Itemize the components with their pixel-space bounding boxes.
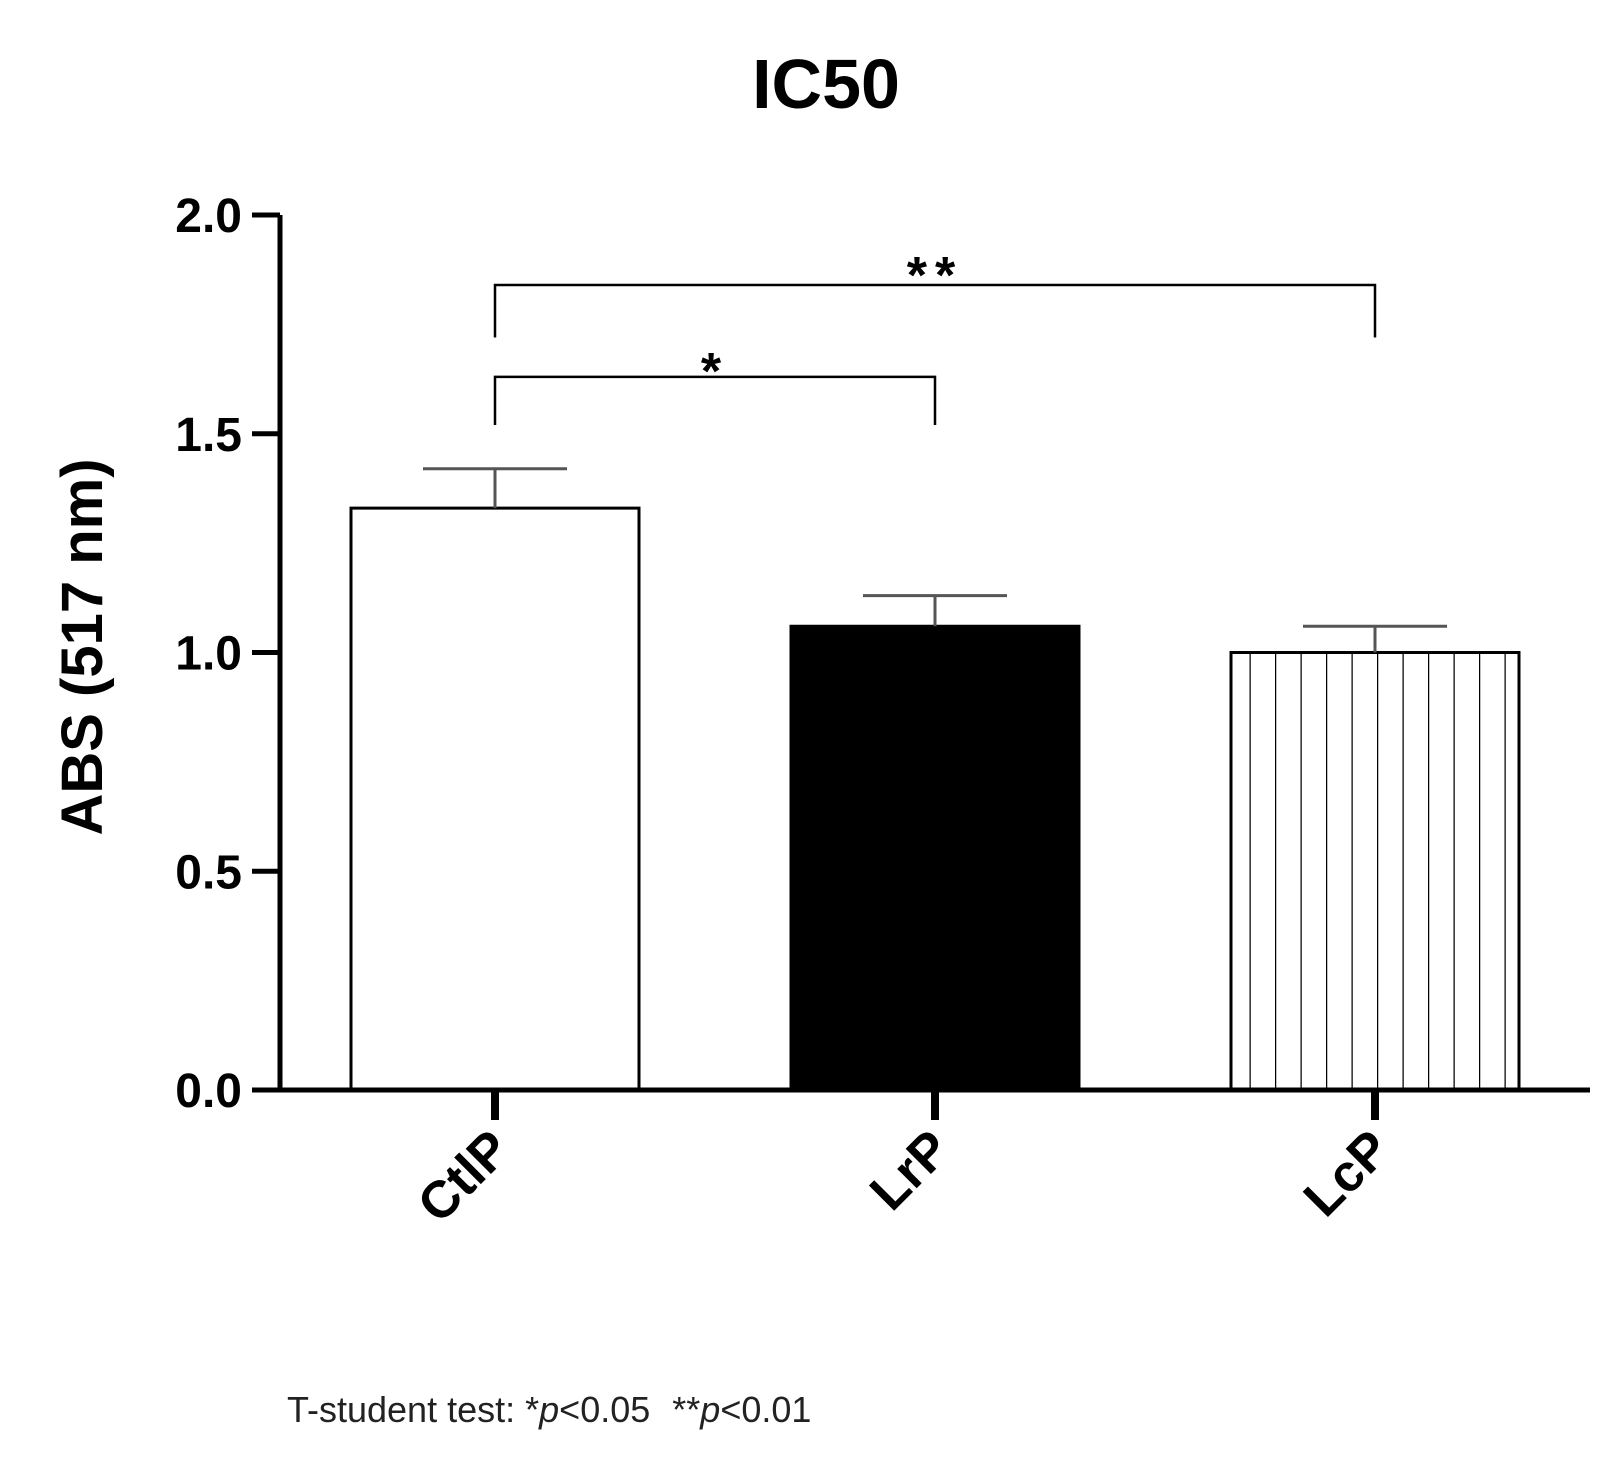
significance-brackets: *** (493, 247, 1377, 425)
note-threshold-2: <0.01 (720, 1389, 811, 1430)
x-tick-label-lcp: LcP (1293, 1119, 1401, 1227)
y-axis-label: ABS (517 nm) (50, 458, 115, 835)
significance-bracket-ctlp-lrp (493, 375, 937, 425)
chart-title: IC50 (752, 45, 900, 123)
note-prefix: T-student test: (287, 1389, 525, 1430)
note-star-1: * (525, 1389, 539, 1430)
bar-lcp (1229, 651, 1521, 1092)
significance-bracket-ctlp-lcp (493, 283, 1377, 338)
note-p-2: p (699, 1389, 720, 1430)
y-tick-label-0.0: 0.0 (175, 1065, 242, 1118)
x-tick-label-lrp: LrP (859, 1119, 961, 1221)
y-tick-label-1.0: 1.0 (175, 628, 242, 681)
bar-ctlp (349, 506, 641, 1092)
note-p-1: p (538, 1389, 559, 1430)
note-threshold-1: <0.05 (559, 1389, 650, 1430)
significance-label-ctlp-lcp: ** (907, 247, 963, 305)
y-tick-label-1.5: 1.5 (175, 409, 242, 462)
note-star-2: ** (672, 1389, 700, 1430)
stat-test-note: T-student test: *p<0.05 **p<0.01 (287, 1389, 811, 1430)
error-bars (423, 467, 1447, 653)
bar-lrp (789, 624, 1081, 1092)
x-ticks: CtlP LrP LcP (407, 1090, 1401, 1234)
y-ticks: 0.0 0.5 1.0 1.5 2.0 (175, 190, 280, 1118)
significance-label-ctlp-lrp: * (701, 343, 729, 401)
y-tick-label-0.5: 0.5 (175, 846, 242, 899)
x-tick-label-ctlp: CtlP (407, 1119, 522, 1234)
y-tick-label-2.0: 2.0 (175, 190, 242, 243)
